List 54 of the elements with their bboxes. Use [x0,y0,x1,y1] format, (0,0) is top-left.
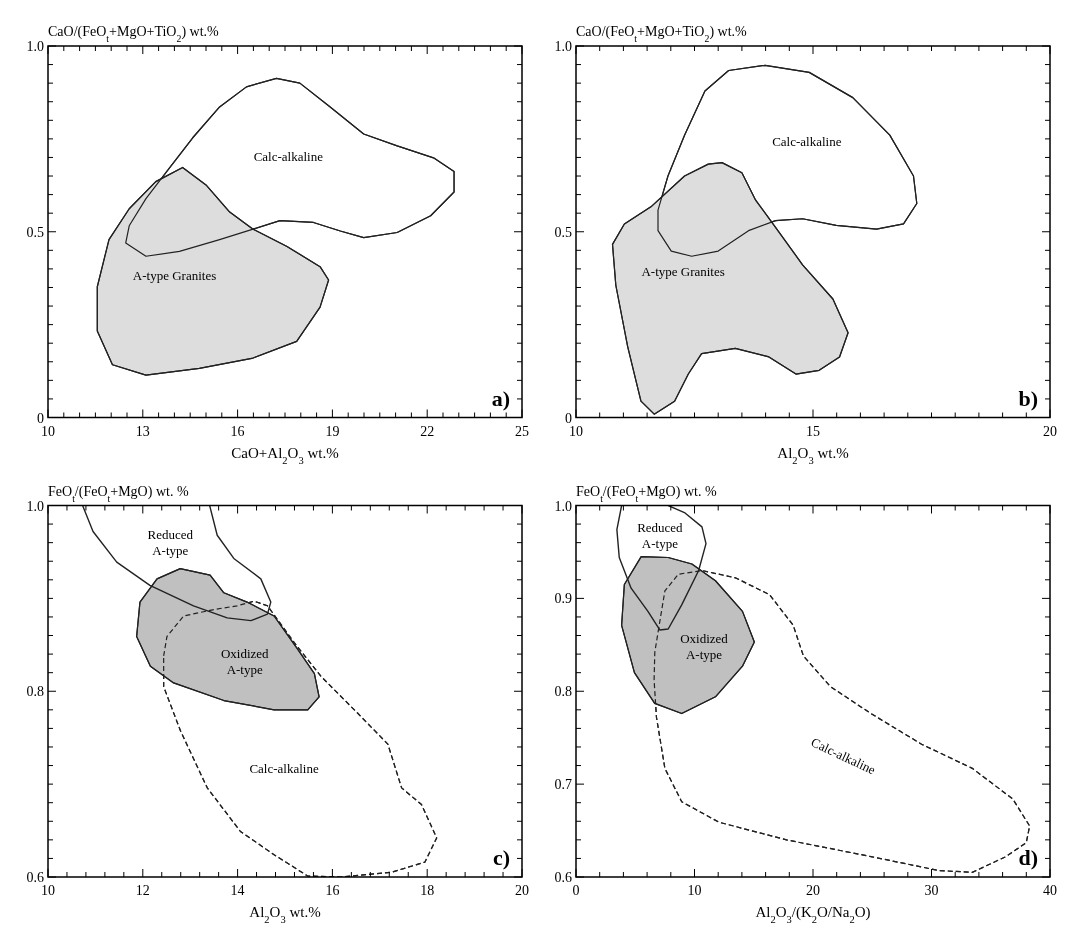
y-tick-label: 0.9 [554,591,572,607]
x-tick-label: 40 [1043,883,1057,898]
y-axis-title: FeO$_{t}$/(FeO$_{t}$+MgO) wt. % [576,483,717,503]
y-tick-label: 0.5 [554,224,572,240]
x-tick-label: 10 [687,883,702,898]
x-axis-title: Al$_{2}$O$_{3}$ wt.% [249,904,321,925]
y-tick-label: 0.5 [26,224,44,240]
y-axis-title: FeO$_{t}$/(FeO$_{t}$+MgO) wt. % [48,483,189,503]
x-tick-label: 14 [230,883,245,898]
y-tick-label: 0.8 [554,684,572,700]
annotation: Oxidized A-type [680,630,729,662]
x-tick-label: 10 [569,423,583,439]
y-axis-title: CaO/(FeO$_{t}$+MgO+TiO$_{2}$) wt.% [576,24,748,44]
annotation: Calc-alkaline [253,149,324,165]
x-tick-label: 10 [41,883,55,898]
x-axis-title: CaO+Al$_{2}$O$_{3}$ wt.% [231,444,339,465]
y-tick-label: 0.7 [554,777,572,793]
x-tick-label: 20 [515,883,529,898]
y-tick-label: 0 [37,410,44,426]
x-tick-label: 16 [230,423,245,439]
y-tick-label: 1.0 [554,39,572,54]
x-tick-label: 16 [325,883,340,898]
y-tick-label: 1.0 [554,498,572,514]
annotation: Reduced A-type [637,519,684,551]
x-tick-label: 25 [515,423,529,439]
y-tick-label: 0.8 [26,684,44,700]
annotation: A-type Granites [132,268,217,284]
annotation: Reduced A-type [147,526,194,558]
x-tick-label: 20 [806,883,820,898]
y-tick-label: 0 [565,410,572,426]
x-tick-label: 20 [1043,423,1057,439]
y-axis-title: CaO/(FeO$_{t}$+MgO+TiO$_{2}$) wt.% [48,24,220,44]
x-tick-label: 19 [325,423,340,439]
y-tick-label: 1.0 [26,498,44,514]
x-tick-label: 12 [135,883,150,898]
annotation: d) [1018,845,1038,870]
text: Al$_{2}$O$_{3}$/(K$_{2}$O/Na$_{2}$O) [755,904,871,925]
y-tick-label: 1.0 [26,39,44,54]
annotation: Calc-alkaline [772,134,842,150]
x-tick-label: 30 [924,883,939,898]
x-axis-title: Al$_{2}$O$_{3}$ wt.% [777,444,849,465]
y-tick-label: 0.6 [554,870,572,885]
x-tick-label: 13 [135,423,150,439]
x-tick-label: 15 [806,423,820,439]
annotation: c) [492,845,510,870]
annotation: b) [1018,385,1038,411]
annotation: Oxidized A-type [220,645,270,677]
x-tick-label: 18 [420,883,435,898]
y-tick-label: 0.6 [26,870,44,885]
annotation: Calc-alkaline [249,760,319,776]
annotation: a) [491,385,510,411]
x-tick-label: 22 [420,423,435,439]
x-tick-label: 10 [41,423,55,439]
annotation: A-type Granites [641,264,725,280]
